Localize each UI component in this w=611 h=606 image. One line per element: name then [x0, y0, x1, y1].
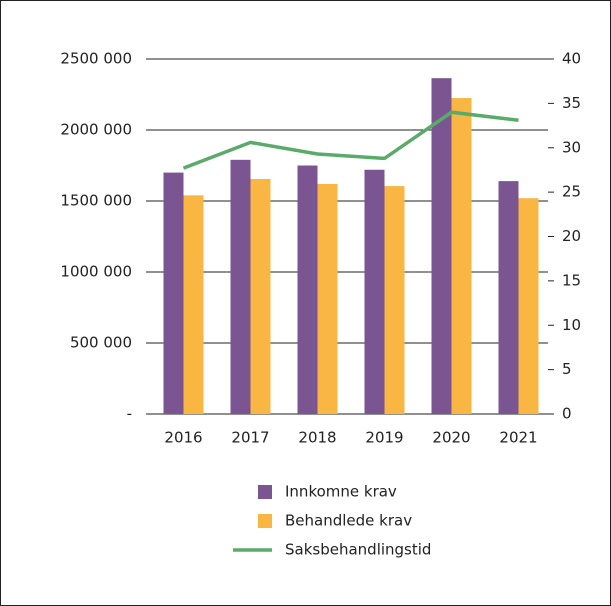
line-series [182, 110, 519, 170]
x-tick-label: 2020 [432, 429, 470, 447]
legend-swatch [258, 485, 272, 499]
y2-tick-label: 35 [562, 94, 581, 112]
x-tick-label: 2018 [298, 429, 336, 447]
bar [163, 172, 184, 414]
legend-label: Saksbehandlingstid [285, 541, 431, 559]
bar [317, 183, 338, 414]
bar [364, 169, 385, 414]
legend-swatch [258, 514, 272, 528]
legend-label: Innkomne krav [285, 483, 397, 501]
y2-tick-label: 20 [562, 227, 581, 245]
bar [297, 165, 318, 414]
y-tick-label: 500 000 [70, 334, 132, 352]
bar [498, 181, 519, 414]
y2-tick-label: 10 [562, 316, 581, 334]
bar [451, 98, 472, 415]
y2-tick-label: 0 [562, 405, 572, 423]
y-tick-label: 2000 000 [60, 121, 132, 139]
bar [384, 186, 405, 414]
y-tick-label: 2500 000 [60, 50, 132, 68]
y-tick-label: - [127, 405, 132, 423]
y2-tick-label: 25 [562, 183, 581, 201]
y-tick-label: 1500 000 [60, 192, 132, 210]
y2-tick-label: 15 [562, 271, 581, 289]
legend-label: Behandlede krav [285, 512, 412, 530]
bar [431, 78, 452, 415]
bar [518, 198, 539, 414]
y2-tick-label: 30 [562, 138, 581, 156]
y2-tick-label: 40 [562, 50, 581, 68]
y2-tick-label: 5 [562, 360, 572, 378]
x-tick-label: 2019 [365, 429, 403, 447]
x-tick-label: 2017 [231, 429, 269, 447]
y-tick-label: 1000 000 [60, 263, 132, 281]
x-tick-label: 2021 [499, 429, 537, 447]
x-tick-label: 2016 [164, 429, 202, 447]
bar [250, 178, 271, 414]
bar [230, 159, 251, 414]
bar [183, 195, 204, 414]
